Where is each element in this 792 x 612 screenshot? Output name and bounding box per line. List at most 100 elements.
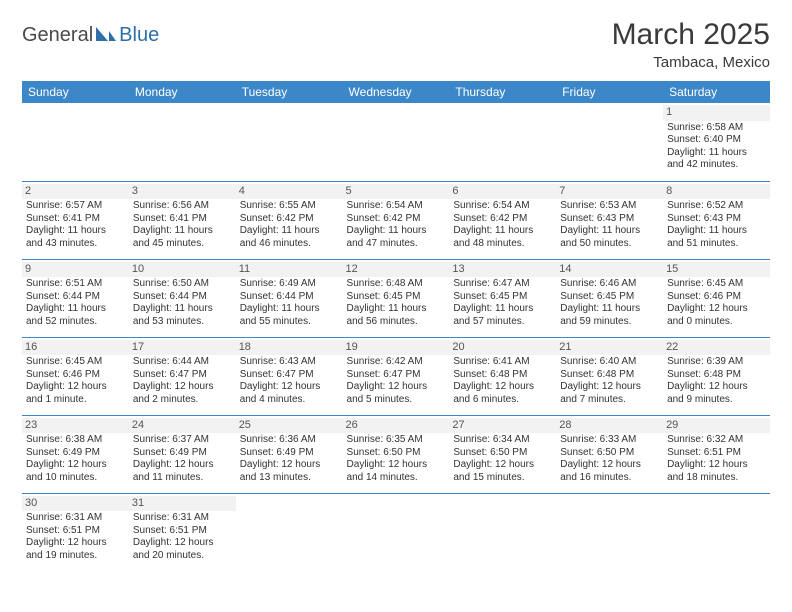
day-sunrise: Sunrise: 6:32 AM [667,434,766,447]
day-sunrise: Sunrise: 6:47 AM [453,278,552,291]
day-detail: Sunrise: 6:38 AMSunset: 6:49 PMDaylight:… [26,434,125,484]
day-daylight2: and 2 minutes. [133,394,232,407]
day-sunset: Sunset: 6:46 PM [26,369,125,382]
calendar-day-cell: 31Sunrise: 6:31 AMSunset: 6:51 PMDayligh… [129,493,236,571]
day-sunrise: Sunrise: 6:31 AM [133,512,232,525]
day-sunrise: Sunrise: 6:34 AM [453,434,552,447]
calendar-day-cell: 9Sunrise: 6:51 AMSunset: 6:44 PMDaylight… [22,259,129,337]
day-sunset: Sunset: 6:44 PM [240,291,339,304]
day-detail: Sunrise: 6:48 AMSunset: 6:45 PMDaylight:… [347,278,446,328]
calendar-day-cell: 27Sunrise: 6:34 AMSunset: 6:50 PMDayligh… [449,415,556,493]
day-daylight2: and 9 minutes. [667,394,766,407]
day-daylight2: and 46 minutes. [240,238,339,251]
day-daylight1: Daylight: 12 hours [560,381,659,394]
day-daylight1: Daylight: 12 hours [133,537,232,550]
day-number: 29 [663,418,770,434]
day-daylight2: and 57 minutes. [453,316,552,329]
calendar-day-cell [22,103,129,181]
day-sunset: Sunset: 6:41 PM [133,213,232,226]
day-number: 16 [22,340,129,356]
day-detail: Sunrise: 6:49 AMSunset: 6:44 PMDaylight:… [240,278,339,328]
day-number: 22 [663,340,770,356]
calendar-page: General Blue March 2025 Tambaca, Mexico … [0,0,792,589]
day-daylight2: and 53 minutes. [133,316,232,329]
day-sunset: Sunset: 6:42 PM [240,213,339,226]
day-daylight1: Daylight: 11 hours [26,225,125,238]
day-sunrise: Sunrise: 6:51 AM [26,278,125,291]
day-daylight1: Daylight: 12 hours [133,381,232,394]
calendar-day-cell [556,103,663,181]
day-sunrise: Sunrise: 6:58 AM [667,122,766,135]
day-daylight1: Daylight: 11 hours [133,225,232,238]
location-label: Tambaca, Mexico [612,54,770,71]
day-daylight1: Daylight: 12 hours [347,459,446,472]
day-sunrise: Sunrise: 6:43 AM [240,356,339,369]
day-sunrise: Sunrise: 6:40 AM [560,356,659,369]
day-sunset: Sunset: 6:42 PM [347,213,446,226]
day-number: 10 [129,262,236,278]
day-sunrise: Sunrise: 6:36 AM [240,434,339,447]
day-sunrise: Sunrise: 6:53 AM [560,200,659,213]
day-sunset: Sunset: 6:49 PM [133,447,232,460]
day-sunrise: Sunrise: 6:48 AM [347,278,446,291]
day-detail: Sunrise: 6:40 AMSunset: 6:48 PMDaylight:… [560,356,659,406]
day-daylight2: and 5 minutes. [347,394,446,407]
calendar-day-cell: 12Sunrise: 6:48 AMSunset: 6:45 PMDayligh… [343,259,450,337]
calendar-week-row: 16Sunrise: 6:45 AMSunset: 6:46 PMDayligh… [22,337,770,415]
day-sunrise: Sunrise: 6:54 AM [347,200,446,213]
calendar-day-cell [236,493,343,571]
day-daylight1: Daylight: 12 hours [240,381,339,394]
day-daylight2: and 15 minutes. [453,472,552,485]
day-detail: Sunrise: 6:44 AMSunset: 6:47 PMDaylight:… [133,356,232,406]
day-detail: Sunrise: 6:54 AMSunset: 6:42 PMDaylight:… [347,200,446,250]
day-sunset: Sunset: 6:51 PM [133,525,232,538]
day-daylight2: and 13 minutes. [240,472,339,485]
day-daylight2: and 4 minutes. [240,394,339,407]
calendar-table: Sunday Monday Tuesday Wednesday Thursday… [22,81,770,571]
day-detail: Sunrise: 6:39 AMSunset: 6:48 PMDaylight:… [667,356,766,406]
day-daylight1: Daylight: 12 hours [26,459,125,472]
day-sunset: Sunset: 6:50 PM [453,447,552,460]
calendar-day-cell: 13Sunrise: 6:47 AMSunset: 6:45 PMDayligh… [449,259,556,337]
calendar-week-row: 2Sunrise: 6:57 AMSunset: 6:41 PMDaylight… [22,181,770,259]
calendar-day-cell: 17Sunrise: 6:44 AMSunset: 6:47 PMDayligh… [129,337,236,415]
calendar-day-cell [449,493,556,571]
day-number: 30 [22,496,129,512]
day-sunset: Sunset: 6:48 PM [667,369,766,382]
day-sunrise: Sunrise: 6:38 AM [26,434,125,447]
day-number: 4 [236,184,343,200]
day-daylight2: and 6 minutes. [453,394,552,407]
day-daylight2: and 7 minutes. [560,394,659,407]
day-sunset: Sunset: 6:45 PM [453,291,552,304]
day-detail: Sunrise: 6:55 AMSunset: 6:42 PMDaylight:… [240,200,339,250]
calendar-day-cell: 7Sunrise: 6:53 AMSunset: 6:43 PMDaylight… [556,181,663,259]
day-daylight2: and 52 minutes. [26,316,125,329]
day-sunset: Sunset: 6:48 PM [560,369,659,382]
calendar-day-cell: 21Sunrise: 6:40 AMSunset: 6:48 PMDayligh… [556,337,663,415]
page-header: General Blue March 2025 Tambaca, Mexico [22,18,770,71]
day-number: 28 [556,418,663,434]
day-sunrise: Sunrise: 6:42 AM [347,356,446,369]
day-sunrise: Sunrise: 6:31 AM [26,512,125,525]
day-sunset: Sunset: 6:43 PM [560,213,659,226]
day-number: 19 [343,340,450,356]
day-sunrise: Sunrise: 6:45 AM [26,356,125,369]
day-number: 8 [663,184,770,200]
day-daylight1: Daylight: 12 hours [133,459,232,472]
calendar-day-cell: 1Sunrise: 6:58 AMSunset: 6:40 PMDaylight… [663,103,770,181]
day-number: 23 [22,418,129,434]
day-sunset: Sunset: 6:49 PM [26,447,125,460]
calendar-week-row: 30Sunrise: 6:31 AMSunset: 6:51 PMDayligh… [22,493,770,571]
day-sunset: Sunset: 6:49 PM [240,447,339,460]
day-daylight2: and 11 minutes. [133,472,232,485]
calendar-day-cell: 20Sunrise: 6:41 AMSunset: 6:48 PMDayligh… [449,337,556,415]
day-number: 15 [663,262,770,278]
day-daylight2: and 19 minutes. [26,550,125,563]
calendar-day-cell: 24Sunrise: 6:37 AMSunset: 6:49 PMDayligh… [129,415,236,493]
day-detail: Sunrise: 6:31 AMSunset: 6:51 PMDaylight:… [26,512,125,562]
month-title: March 2025 [612,18,770,52]
day-sunset: Sunset: 6:51 PM [667,447,766,460]
day-detail: Sunrise: 6:45 AMSunset: 6:46 PMDaylight:… [26,356,125,406]
day-detail: Sunrise: 6:58 AMSunset: 6:40 PMDaylight:… [667,122,766,172]
day-detail: Sunrise: 6:33 AMSunset: 6:50 PMDaylight:… [560,434,659,484]
